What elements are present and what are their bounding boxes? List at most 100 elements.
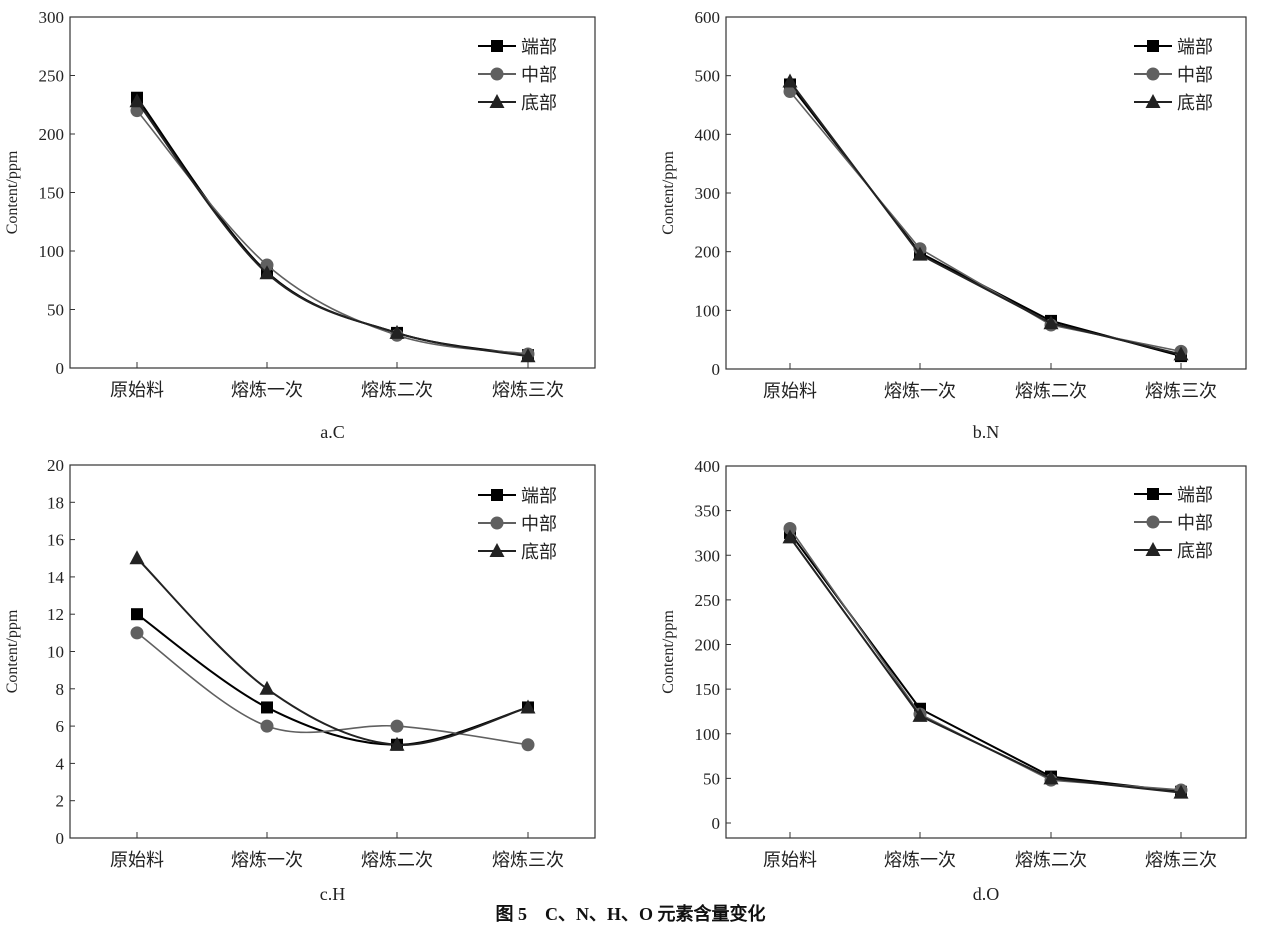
x-tick-label: 熔炼二次 [1015, 381, 1087, 402]
data-point-端部 [261, 701, 273, 714]
legend-marker [1145, 94, 1161, 108]
y-tick-label: 20 [47, 456, 64, 475]
series-line-端部 [789, 83, 1182, 358]
y-tick-label: 4 [56, 754, 65, 773]
y-tick-label: 12 [47, 605, 64, 624]
legend-label: 底部 [1177, 541, 1213, 562]
series-line-底部 [789, 80, 1182, 356]
data-point-底部 [129, 550, 145, 565]
legend-marker [491, 40, 503, 52]
y-tick-label: 100 [39, 242, 65, 261]
chart-c-H: 0 2 4 6 8 10 12 14 16 18 20 原始料 熔炼一次 熔炼二次 熔炼三次 Content/… [4, 456, 596, 904]
y-tick-label: 2 [56, 792, 65, 811]
legend-label: 中部 [521, 514, 557, 535]
y-tick-label: 400 [695, 457, 721, 476]
legend-label: 端部 [1177, 37, 1213, 58]
y-tick-label: 50 [703, 769, 720, 788]
series-line-底部 [136, 557, 529, 746]
data-point-中部 [260, 258, 274, 272]
x-tick-label: 熔炼一次 [884, 381, 956, 402]
data-point-中部 [260, 719, 274, 733]
legend-marker [1147, 488, 1159, 500]
data-point-底部 [259, 680, 275, 695]
y-tick-label: 100 [695, 301, 721, 320]
y-tick-label: 0 [56, 829, 65, 848]
y-tick-label: 600 [695, 8, 721, 27]
y-tick-label: 6 [56, 717, 65, 736]
legend-marker [1146, 515, 1160, 529]
x-tick-label: 熔炼一次 [231, 380, 303, 401]
y-tick-label: 0 [712, 814, 721, 833]
series-line-底部 [136, 100, 529, 358]
y-tick-label: 250 [39, 67, 65, 86]
data-point-底部 [389, 736, 405, 751]
data-point-底部 [1043, 315, 1059, 330]
y-tick-label: 300 [695, 184, 721, 203]
legend-label: 底部 [521, 542, 557, 563]
x-tick-label: 原始料 [763, 381, 817, 402]
x-tick-label: 原始料 [110, 850, 164, 871]
data-point-底部 [259, 265, 275, 280]
legend-marker [490, 67, 504, 81]
x-tick-label: 熔炼二次 [361, 380, 433, 401]
legend-marker [491, 489, 503, 501]
chart-a-C: 0 50 100 150 200 250 300 原始料 熔炼一次 熔炼二次 熔炼三次 Content… [4, 8, 596, 442]
series-line-端部 [789, 532, 1182, 793]
chart-subtitle: a.C [320, 422, 345, 442]
y-tick-label: 350 [695, 502, 721, 521]
data-point-底部 [1043, 770, 1059, 785]
y-tick-label: 400 [695, 125, 721, 144]
x-tick-label: 熔炼三次 [1145, 850, 1217, 871]
x-tick-label: 熔炼三次 [492, 850, 564, 871]
data-point-端部 [131, 608, 143, 621]
y-tick-label: 0 [56, 359, 65, 378]
series-line-中部 [136, 632, 529, 746]
y-tick-label: 150 [39, 184, 65, 203]
y-tick-label: 300 [695, 546, 721, 565]
y-tick-label: 50 [47, 301, 64, 320]
x-tick-label: 熔炼三次 [492, 380, 564, 401]
series-line-端部 [136, 613, 529, 746]
plot-frame [69, 16, 596, 369]
data-point-中部 [390, 719, 404, 733]
legend-label: 中部 [521, 65, 557, 86]
y-axis-label: Content/ppm [660, 151, 677, 235]
y-tick-label: 18 [47, 493, 64, 512]
y-tick-label: 0 [712, 360, 721, 379]
data-point-底部 [520, 699, 536, 714]
legend-label: 底部 [1177, 93, 1213, 114]
figure-caption: 图 5 C、N、H、O 元素含量变化 [495, 904, 766, 924]
x-tick-label: 熔炼一次 [884, 850, 956, 871]
x-tick-label: 熔炼三次 [1145, 381, 1217, 402]
x-tick-label: 熔炼一次 [231, 850, 303, 871]
legend-label: 中部 [1177, 513, 1213, 534]
series-line-中部 [136, 110, 529, 355]
y-tick-label: 100 [695, 725, 721, 744]
x-tick-label: 熔炼二次 [361, 850, 433, 871]
data-point-底部 [129, 93, 145, 108]
legend-marker [1145, 542, 1161, 556]
x-tick-label: 熔炼二次 [1015, 850, 1087, 871]
y-tick-label: 500 [695, 67, 721, 86]
legend-marker [490, 516, 504, 530]
series-line-底部 [789, 536, 1182, 794]
legend-marker [489, 94, 505, 108]
x-tick-label: 原始料 [110, 380, 164, 401]
y-tick-label: 200 [39, 125, 65, 144]
plot-frame [725, 16, 1247, 370]
series-line-中部 [789, 90, 1182, 353]
series-line-中部 [789, 528, 1182, 791]
data-point-底部 [912, 707, 928, 722]
plot-frame [69, 464, 596, 839]
y-tick-label: 150 [695, 680, 721, 699]
data-point-底部 [782, 73, 798, 88]
chart-subtitle: c.H [320, 884, 346, 904]
legend-marker [1146, 67, 1160, 81]
legend-marker [489, 543, 505, 557]
legend-label: 端部 [521, 37, 557, 58]
data-point-底部 [389, 324, 405, 339]
data-point-底部 [782, 529, 798, 544]
y-tick-label: 300 [39, 8, 65, 27]
legend-label: 端部 [521, 486, 557, 507]
legend-label: 中部 [1177, 65, 1213, 86]
